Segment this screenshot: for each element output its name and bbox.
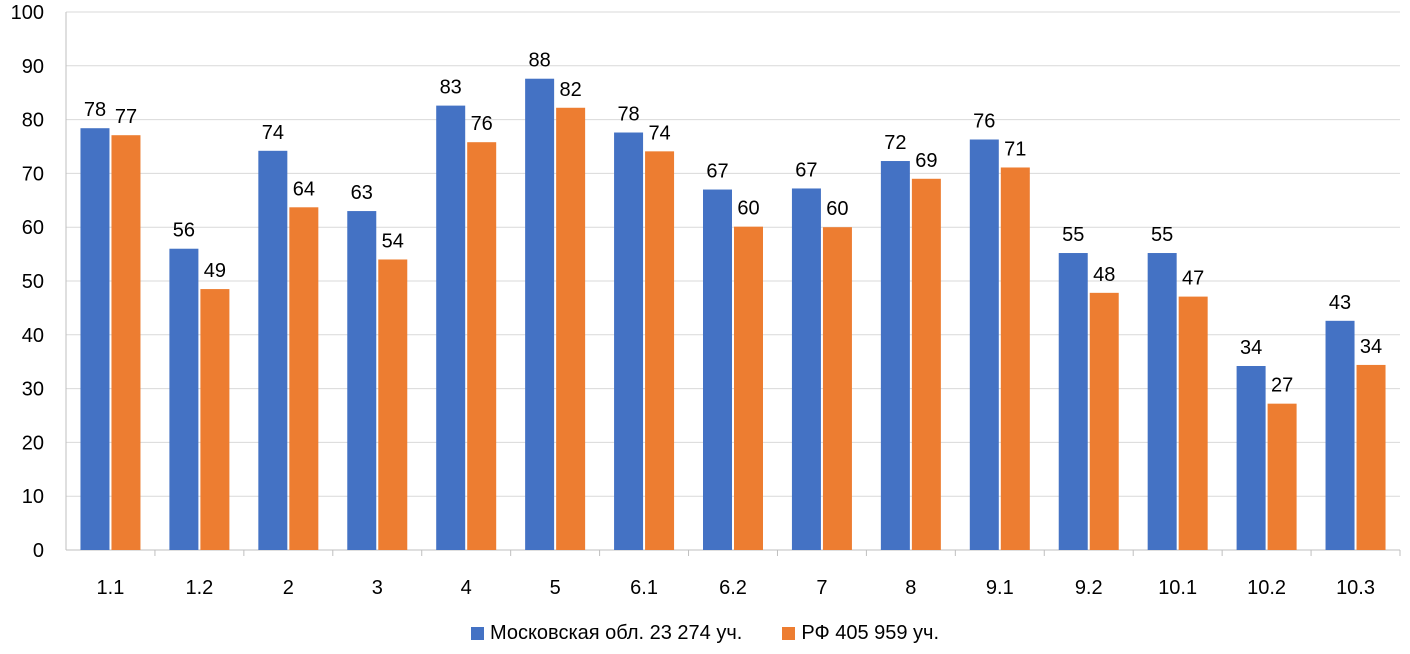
y-tick-label: 80 [22,110,44,132]
data-label: 67 [706,161,728,183]
bar-rf [289,207,319,550]
y-tick-label: 40 [22,325,44,347]
bar-moscow [1058,253,1088,551]
data-label: 83 [440,77,462,99]
legend-label-moscow: Московская обл. 23 274 уч. [489,622,743,644]
bar-rf [111,135,141,550]
y-tick-label: 50 [22,271,44,293]
y-tick-label: 20 [22,432,44,454]
bar-moscow [969,139,999,551]
data-label: 34 [1360,336,1382,358]
bar-moscow [880,161,910,550]
x-tick-label: 4 [461,577,472,599]
bar-moscow [80,128,110,550]
legend-swatch-moscow [470,627,484,640]
bar-rf [200,289,230,550]
data-label: 77 [115,106,137,128]
y-tick-label: 90 [22,56,44,78]
data-label: 48 [1093,264,1115,286]
bar-moscow [436,105,466,550]
data-label: 74 [262,122,284,144]
bar-rf [467,142,497,551]
x-tick-label: 10.1 [1158,577,1197,599]
bar-moscow [1147,253,1177,551]
data-label: 54 [382,230,404,252]
x-tick-label: 8 [905,577,916,599]
data-label: 72 [884,132,906,154]
x-tick-label: 5 [550,577,561,599]
data-label: 27 [1271,375,1293,397]
data-label: 71 [1004,138,1026,160]
x-tick-label: 2 [283,577,294,599]
bar-moscow [525,78,555,550]
data-label: 82 [560,79,582,101]
x-tick-label: 6.2 [719,577,747,599]
bar-rf [378,259,408,550]
legend-label-rf: РФ 405 959 уч. [801,622,940,644]
data-label: 34 [1240,337,1262,359]
bar-moscow [703,189,732,551]
data-label: 47 [1182,268,1204,290]
data-label: 55 [1062,224,1084,246]
y-tick-label: 70 [22,163,44,185]
data-label: 69 [915,150,937,172]
data-label: 43 [1329,292,1351,314]
data-label: 63 [351,182,373,204]
bar-rf [556,107,586,550]
bar-moscow [258,150,288,550]
x-tick-label: 9.2 [1075,577,1103,599]
data-label: 78 [617,104,639,126]
x-tick-label: 10.2 [1247,577,1286,599]
bar-moscow [169,248,199,550]
y-tick-label: 60 [22,217,44,239]
data-label: 55 [1151,224,1173,246]
data-label: 67 [795,159,817,181]
data-label: 88 [529,50,551,72]
y-tick-label: 100 [11,2,44,24]
data-label: 76 [973,111,995,133]
x-tick-label: 9.1 [986,577,1014,599]
bar-rf [1089,292,1119,550]
y-tick-label: 0 [33,540,44,562]
data-label: 60 [737,198,759,220]
bar-moscow [614,132,644,550]
bar-moscow [791,188,821,551]
bar-moscow [1325,320,1355,550]
x-tick-label: 3 [372,577,383,599]
x-tick-label: 6.1 [630,577,658,599]
legend-swatch-rf [782,627,796,640]
x-tick-label: 7 [816,577,827,599]
x-tick-label: 1.1 [97,577,125,599]
bar-rf [734,226,763,551]
data-label: 76 [471,113,493,135]
data-label: 78 [84,99,106,121]
bar-rf [1178,296,1208,550]
y-tick-label: 10 [22,486,44,508]
data-label: 49 [204,260,226,282]
data-label: 74 [648,122,670,144]
legend-item-rf: РФ 405 959 уч. [782,622,939,645]
x-tick-label: 10.3 [1336,577,1375,599]
data-label: 60 [826,198,848,220]
bar-rf [1356,364,1386,550]
bar-rf [645,151,675,551]
legend: Московская обл. 23 274 уч. РФ 405 959 уч… [0,622,1410,645]
bar-rf [1000,167,1030,550]
y-tick-label: 30 [22,379,44,401]
x-tick-label: 1.2 [185,577,213,599]
data-label: 64 [293,178,315,200]
legend-item-moscow: Московская обл. 23 274 уч. [470,622,743,645]
bar-rf [911,178,941,550]
bar-moscow [347,211,377,550]
bar-rf [822,227,852,550]
bar-rf [1267,403,1297,550]
bar-moscow [1236,366,1266,550]
data-label: 56 [173,220,195,242]
